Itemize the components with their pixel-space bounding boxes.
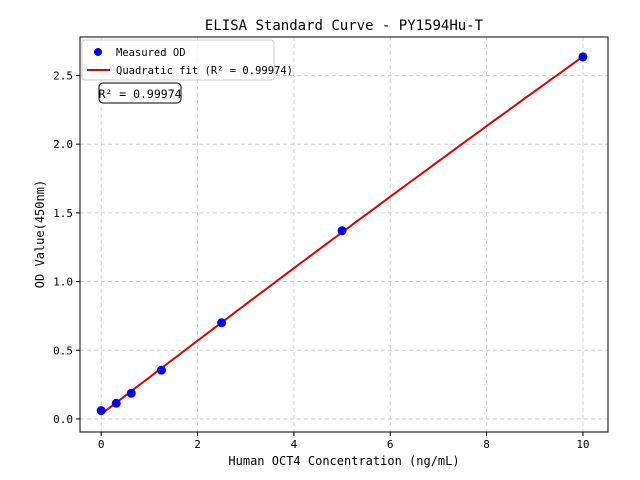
x-tick-label: 2 (194, 438, 201, 451)
legend-label-measured: Measured OD (116, 47, 186, 59)
data-point (337, 226, 347, 236)
legend-marker-measured (94, 48, 102, 56)
points-group (96, 52, 588, 416)
fit-line-group (100, 55, 584, 415)
plot-frame (79, 36, 609, 433)
ticks: 0 2 4 6 8 10 0.0 0.5 1.0 1.5 2.0 2.5 (53, 69, 589, 451)
r2-annotation: R² = 0.99974 (98, 82, 182, 104)
y-tick-label: 1.0 (53, 276, 73, 289)
x-tick-label: 8 (483, 438, 490, 451)
y-tick-label: 0.5 (53, 344, 73, 357)
x-tick-label: 10 (576, 438, 589, 451)
data-point (126, 388, 136, 398)
data-point (578, 52, 588, 62)
y-axis-label: OD Value(450nm) (33, 180, 47, 288)
y-tick-label: 2.0 (53, 138, 73, 151)
y-tick-label: 1.5 (53, 207, 73, 220)
legend-label-fit: Quadratic fit (R² = 0.99974) (116, 65, 293, 77)
chart-title: ELISA Standard Curve - PY1594Hu-T (205, 18, 484, 34)
fit-line (100, 55, 584, 415)
data-point (96, 406, 106, 416)
y-tick-label: 2.5 (53, 69, 73, 82)
x-tick-label: 0 (98, 438, 105, 451)
data-point (156, 365, 166, 375)
data-point (217, 318, 227, 328)
x-tick-label: 4 (291, 438, 298, 451)
x-axis-label: Human OCT4 Concentration (ng/mL) (228, 454, 459, 468)
x-tick-label: 6 (387, 438, 394, 451)
r2-text: R² = 0.99974 (98, 87, 181, 101)
y-tick-label: 0.0 (53, 413, 73, 426)
legend: Measured OD Quadratic fit (R² = 0.99974) (81, 39, 293, 81)
data-point (111, 398, 121, 408)
